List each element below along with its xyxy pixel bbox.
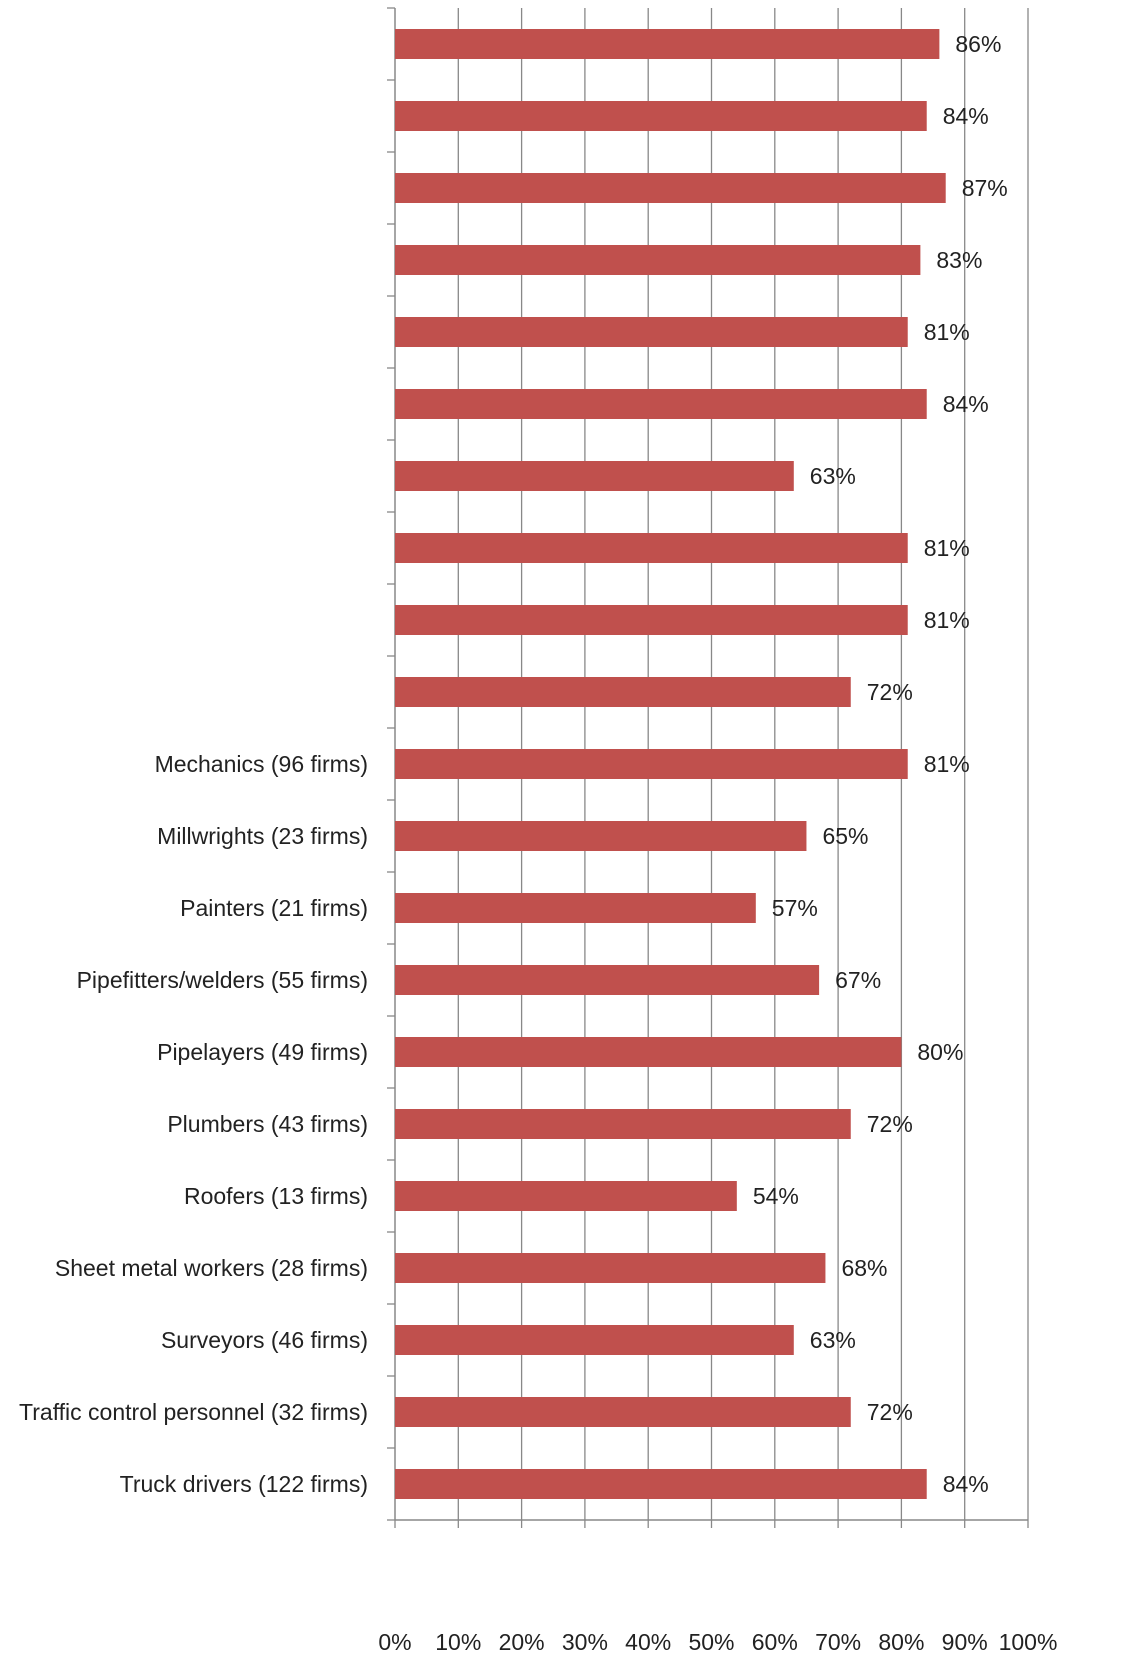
bar (395, 317, 908, 347)
data-label: 81% (924, 535, 970, 561)
data-label: 84% (943, 103, 989, 129)
labels: 0% 10% 20% 30% 40% 50% 60% 70% 80% 90% 100% 86% 84% 8… (19, 31, 1057, 1655)
bar (395, 389, 927, 419)
data-label: 72% (867, 1399, 913, 1425)
x-tick-label: 90% (942, 1629, 988, 1655)
data-label: 87% (962, 175, 1008, 201)
data-label: 81% (924, 319, 970, 345)
x-tick-label: 60% (752, 1629, 798, 1655)
bar (395, 1109, 851, 1139)
x-tick-label: 20% (499, 1629, 545, 1655)
x-tick-label: 100% (999, 1629, 1058, 1655)
bar (395, 173, 946, 203)
bar (395, 101, 927, 131)
data-label: 57% (772, 895, 818, 921)
data-label: 67% (835, 967, 881, 993)
category-label: Roofers (13 firms) (184, 1183, 368, 1209)
data-label: 83% (936, 247, 982, 273)
data-label: 68% (841, 1255, 887, 1281)
data-label: 81% (924, 751, 970, 777)
category-label: Sheet metal workers (28 firms) (55, 1255, 368, 1281)
x-tick-label: 70% (815, 1629, 861, 1655)
data-label: 84% (943, 391, 989, 417)
bar (395, 1469, 927, 1499)
bar (395, 965, 820, 995)
bar (395, 461, 794, 491)
bar (395, 821, 807, 851)
category-label: Plumbers (43 firms) (167, 1111, 368, 1137)
data-label: 63% (810, 1327, 856, 1353)
category-label: Traffic control personnel (32 firms) (19, 1399, 368, 1425)
bar (395, 1181, 737, 1211)
bar (395, 749, 908, 779)
category-label: Pipelayers (49 firms) (157, 1039, 368, 1065)
bar (395, 1037, 902, 1067)
x-tick-label: 10% (435, 1629, 481, 1655)
data-label: 54% (753, 1183, 799, 1209)
category-label: Surveyors (46 firms) (161, 1327, 368, 1353)
bar (395, 677, 851, 707)
category-label: Millwrights (23 firms) (157, 823, 368, 849)
bar (395, 245, 921, 275)
bar (395, 605, 908, 635)
bar (395, 1397, 851, 1427)
data-label: 72% (867, 679, 913, 705)
category-label: Painters (21 firms) (180, 895, 368, 921)
bar (395, 1253, 826, 1283)
bar (395, 1325, 794, 1355)
bars (395, 29, 946, 1499)
bar (395, 533, 908, 563)
data-label: 86% (955, 31, 1001, 57)
x-tick-label: 80% (878, 1629, 924, 1655)
data-label: 65% (822, 823, 868, 849)
bar (395, 29, 940, 59)
data-label: 81% (924, 607, 970, 633)
bar (395, 893, 756, 923)
data-label: 63% (810, 463, 856, 489)
x-tick-label: 50% (688, 1629, 734, 1655)
x-tick-label: 40% (625, 1629, 671, 1655)
category-label: Pipefitters/welders (55 firms) (77, 967, 368, 993)
data-label: 84% (943, 1471, 989, 1497)
category-label: Truck drivers (122 firms) (120, 1471, 368, 1497)
data-label: 80% (917, 1039, 963, 1065)
category-label: Mechanics (96 firms) (155, 751, 368, 777)
data-label: 72% (867, 1111, 913, 1137)
x-tick-label: 30% (562, 1629, 608, 1655)
x-tick-label: 0% (378, 1629, 411, 1655)
